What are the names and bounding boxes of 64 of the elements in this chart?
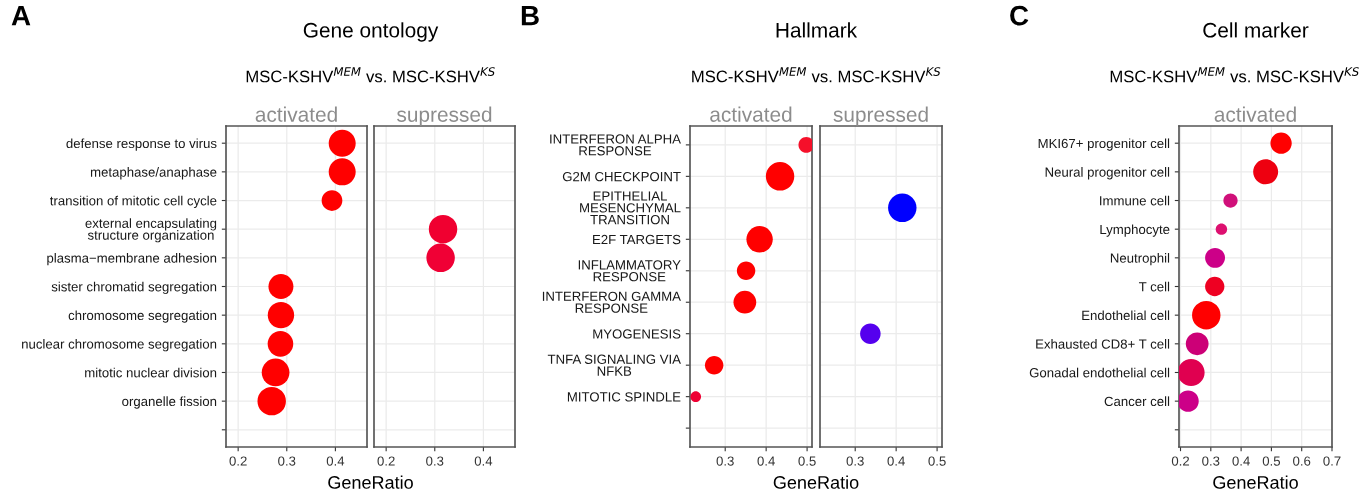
y-tick-label: INTERFERON ALPHA RESPONSE — [550, 134, 681, 156]
x-tick-label: 0.5 — [1262, 456, 1281, 466]
chart-title: supressed — [833, 106, 928, 126]
y-tick-label: defense response to virus — [66, 138, 217, 151]
text: MSC-KSHV$^{MEM}$ vs. MSC-KSHV$^{KS}$ — [692, 67, 941, 83]
x-tick-label: 0.4 — [757, 456, 775, 466]
y-tick-label: external encapsulating structure organization — [85, 218, 217, 243]
y-tick-label: transition of mitotic cell cycle — [49, 195, 217, 209]
x-tick-label: 0.3 — [1202, 456, 1220, 466]
x-tick-label: 0.3 — [426, 456, 444, 466]
x-tick-label: 0.2 — [229, 456, 247, 466]
x-tick-label: 0.3 — [716, 456, 734, 466]
chart-title: activated — [1214, 106, 1296, 122]
x-tick-label: 0.2 — [377, 456, 395, 466]
y-tick-label: Gonadal endothelial cell — [1029, 367, 1170, 378]
y-tick-label: Endothelial cell — [1082, 310, 1170, 321]
y-tick-label: Exhausted CD8+ T cell — [1036, 339, 1170, 349]
y-tick-label: INFLAMMATORY RESPONSE — [578, 260, 681, 282]
x-tick-label: 0.4 — [1232, 456, 1250, 466]
y-tick-label: MKI67+ progenitor cell — [1038, 138, 1170, 151]
y-tick-label: MITOTIC SPINDLE — [567, 392, 681, 402]
text: MSC-KSHV$^{MEM}$ vs. MSC-KSHV$^{KS}$ — [1110, 67, 1359, 83]
chart-title: supressed — [397, 106, 492, 126]
y-tick-label: sister chromatid segregation — [51, 281, 217, 295]
y-tick-label: mitotic nuclear division — [85, 367, 217, 378]
y-tick-label: Lymphocyte — [1100, 224, 1170, 237]
y-tick-label: E2F TARGETS — [593, 234, 681, 245]
x-axis-title: GeneRatio — [328, 475, 413, 489]
x-tick-label: 0.7 — [1323, 456, 1341, 466]
y-tick-label: G2M CHECKPOINT — [562, 171, 681, 182]
y-tick-label: organelle fission — [122, 396, 217, 409]
x-tick-label: 0.2 — [1171, 456, 1190, 466]
y-tick-label: nuclear chromosome segregation — [22, 339, 217, 352]
y-tick-label: T cell — [1138, 281, 1170, 292]
x-tick-label: 0.4 — [887, 456, 905, 466]
x-tick-label: 0.3 — [278, 456, 296, 466]
text: B — [521, 6, 539, 26]
y-tick-label: MYOGENESIS — [593, 329, 681, 339]
text: C — [1010, 5, 1029, 26]
text: Gene ontology — [303, 22, 439, 42]
x-tick-label: 0.5 — [798, 456, 816, 466]
y-tick-label: chromosome segregation — [68, 310, 217, 323]
y-tick-label: Cancer cell — [1104, 396, 1170, 407]
text: A — [11, 6, 31, 26]
y-tick-label: INTERFERON GAMMA RESPONSE — [542, 291, 681, 313]
x-tick-label: 0.6 — [1293, 456, 1311, 466]
text: MSC-KSHV$^{MEM}$ vs. MSC-KSHV$^{KS}$ — [246, 67, 495, 83]
x-axis-title: GeneRatio — [773, 475, 859, 489]
y-tick-label: EPITHELIAL MESENCHYMAL TRANSITION — [580, 191, 681, 225]
chart-title: activated — [710, 106, 792, 122]
x-axis-title: GeneRatio — [1213, 475, 1298, 489]
y-tick-label: metaphase/anaphase — [90, 167, 217, 180]
x-tick-label: 0.4 — [474, 456, 493, 466]
text: Hallmark — [776, 22, 858, 38]
y-tick-label: Neutrophil — [1110, 253, 1170, 266]
chart-title: activated — [255, 106, 337, 122]
text: Cell marker — [1203, 22, 1309, 38]
y-tick-label: TNFA SIGNALING VIA NFKB — [547, 354, 681, 376]
x-tick-label: 0.4 — [326, 456, 345, 466]
y-tick-label: plasma−membrane adhesion — [47, 253, 217, 266]
y-tick-label: Neural progenitor cell — [1045, 167, 1170, 180]
y-tick-label: Immune cell — [1100, 195, 1170, 206]
x-tick-label: 0.5 — [928, 456, 946, 466]
x-tick-label: 0.3 — [846, 456, 864, 466]
